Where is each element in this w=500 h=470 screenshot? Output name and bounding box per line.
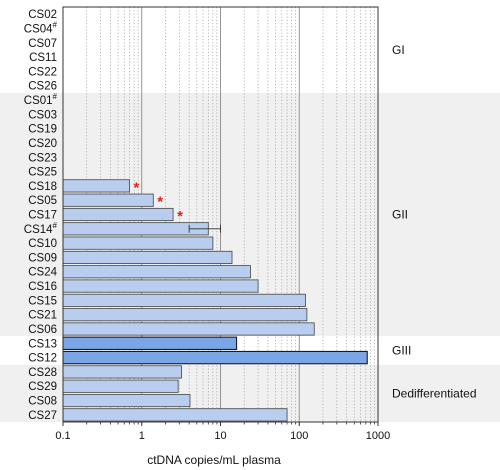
category-label-cs15: CS15 xyxy=(28,295,57,307)
x-tick-label: 1000 xyxy=(366,430,390,442)
category-label-cs11: CS11 xyxy=(29,52,57,64)
category-label-cs26: CS26 xyxy=(28,81,57,93)
category-label-cs06: CS06 xyxy=(28,324,57,336)
bar-cs17 xyxy=(62,207,174,222)
category-label-cs04: CS04# xyxy=(24,20,58,35)
group-label-gii: GII xyxy=(392,208,408,222)
x-axis: 0.1 1 10 100 1000 xyxy=(55,6,390,442)
category-label-cs02: CS02 xyxy=(28,9,57,21)
category-label-cs14: CS14# xyxy=(24,221,58,236)
category-label-cs21: CS21 xyxy=(28,310,57,322)
category-label-cs20: CS20 xyxy=(28,138,57,150)
bar-cs13 xyxy=(62,336,238,350)
category-label-cs27: CS27 xyxy=(28,410,57,422)
category-label-cs17: CS17 xyxy=(28,210,57,222)
category-label-cs10: CS10 xyxy=(28,238,57,250)
group-label-giii: GIII xyxy=(392,343,411,357)
group-label-gi: GI xyxy=(392,43,405,57)
x-tick-label: 100 xyxy=(290,430,308,442)
asterisk-cs17: * xyxy=(177,208,183,225)
category-label-cs03: CS03 xyxy=(28,109,57,121)
x-tick-label: 0.1 xyxy=(55,430,70,442)
category-label-cs12: CS12 xyxy=(28,353,57,365)
group-labels-layer: GI GII GIII Dedifferentiated xyxy=(392,43,477,400)
bar-cs24 xyxy=(62,265,251,279)
category-label-cs05: CS05 xyxy=(28,195,57,207)
bar-cs16 xyxy=(62,279,259,293)
category-label-cs09: CS09 xyxy=(28,252,57,264)
bar-cs05 xyxy=(62,193,154,207)
asterisk-cs05: * xyxy=(157,194,163,211)
bar-cs14 xyxy=(62,222,209,236)
category-label-cs16: CS16 xyxy=(28,281,57,293)
bar-cs08 xyxy=(62,393,191,408)
bar-cs21 xyxy=(62,308,308,322)
category-label-cs25: CS25 xyxy=(28,167,57,179)
category-label-cs08: CS08 xyxy=(28,396,57,408)
x-tick-label: 1 xyxy=(139,430,145,442)
category-label-cs19: CS19 xyxy=(28,124,57,136)
category-label-cs07: CS07 xyxy=(28,38,57,50)
bar-cs27 xyxy=(62,408,288,422)
category-label-cs18: CS18 xyxy=(28,181,57,193)
x-tick-label: 10 xyxy=(214,430,226,442)
category-label-cs29: CS29 xyxy=(28,381,57,393)
x-axis-title: ctDNA copies/mL plasma xyxy=(147,453,281,467)
category-label-cs24: CS24 xyxy=(28,267,57,279)
asterisk-cs18: * xyxy=(134,179,140,196)
bar-cs10 xyxy=(62,236,214,250)
bar-cs29 xyxy=(62,379,179,393)
bar-cs09 xyxy=(62,250,233,264)
bar-cs15 xyxy=(62,293,306,307)
category-label-cs22: CS22 xyxy=(28,66,57,78)
category-label-cs28: CS28 xyxy=(28,367,57,379)
bar-cs18 xyxy=(62,179,130,193)
category-label-cs01: CS01# xyxy=(24,92,58,107)
bar-cs28 xyxy=(62,365,182,379)
bars-layer: * * * xyxy=(62,179,368,422)
group-label-dedifferentiated: Dedifferentiated xyxy=(392,386,477,400)
bar-cs12 xyxy=(62,350,368,365)
category-label-cs23: CS23 xyxy=(28,152,57,164)
category-label-cs13: CS13 xyxy=(28,338,57,350)
bar-cs06 xyxy=(62,322,315,336)
